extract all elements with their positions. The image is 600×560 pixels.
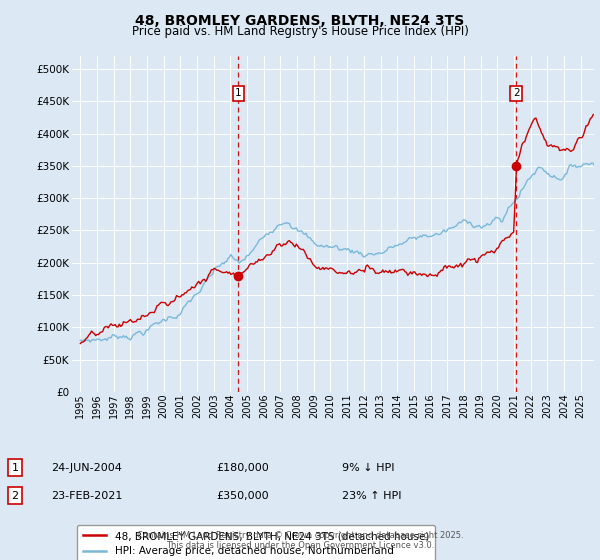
Text: 1: 1 [11, 463, 19, 473]
Legend: 48, BROMLEY GARDENS, BLYTH, NE24 3TS (detached house), HPI: Average price, detac: 48, BROMLEY GARDENS, BLYTH, NE24 3TS (de… [77, 525, 436, 560]
Text: Price paid vs. HM Land Registry's House Price Index (HPI): Price paid vs. HM Land Registry's House … [131, 25, 469, 38]
Text: 2: 2 [513, 88, 520, 99]
Text: £180,000: £180,000 [216, 463, 269, 473]
Text: £350,000: £350,000 [216, 491, 269, 501]
Text: 48, BROMLEY GARDENS, BLYTH, NE24 3TS: 48, BROMLEY GARDENS, BLYTH, NE24 3TS [136, 14, 464, 28]
Text: 24-JUN-2004: 24-JUN-2004 [51, 463, 122, 473]
Text: 9% ↓ HPI: 9% ↓ HPI [342, 463, 395, 473]
Text: 23% ↑ HPI: 23% ↑ HPI [342, 491, 401, 501]
Text: 23-FEB-2021: 23-FEB-2021 [51, 491, 122, 501]
Text: 1: 1 [235, 88, 242, 99]
Text: Contains HM Land Registry data © Crown copyright and database right 2025.
This d: Contains HM Land Registry data © Crown c… [137, 530, 463, 550]
Text: 2: 2 [11, 491, 19, 501]
